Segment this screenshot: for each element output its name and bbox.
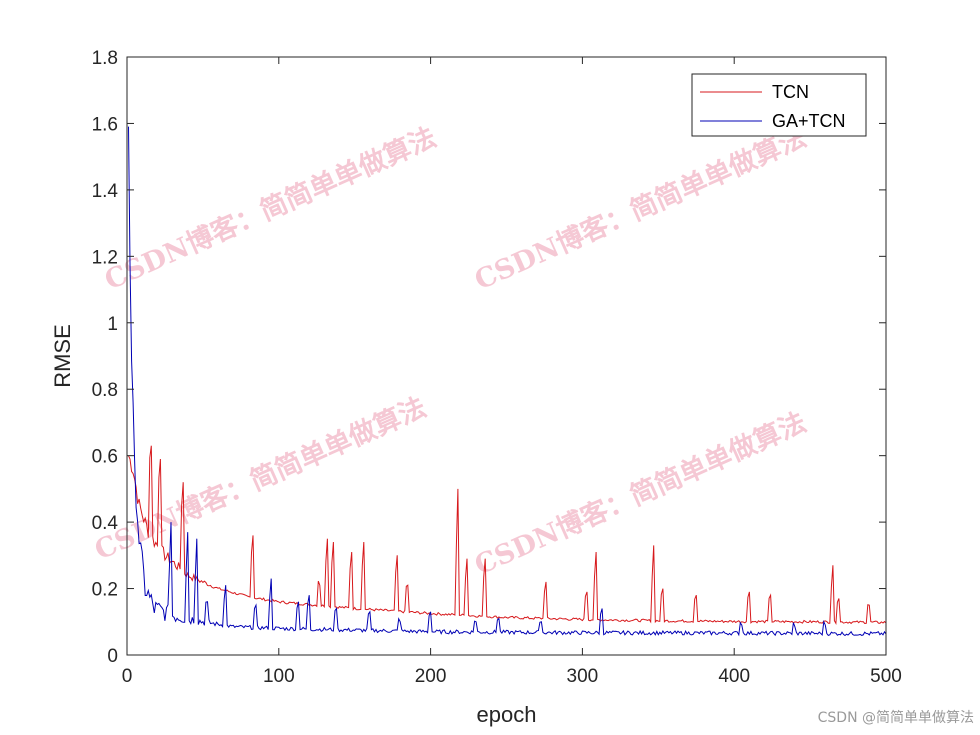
watermark-4: CSDN博客：简简单单做算法 (470, 406, 811, 581)
y-tick-label: 0.4 (92, 513, 119, 534)
legend-label-ga-tcn: GA+TCN (772, 111, 846, 131)
x-tick-label: 0 (122, 666, 133, 687)
x-tick-label: 200 (415, 666, 447, 687)
watermark-1: CSDN博客：简简单单做算法 (100, 121, 441, 296)
axes: 0 100 200 300 400 500 0 0.2 0.4 0.6 0.8 1 1.2 1.4 1.6 1… (92, 48, 902, 687)
series-line-tcn (128, 445, 887, 625)
y-tick-label: 0.8 (92, 380, 118, 401)
plot-area (128, 126, 887, 637)
footer-credit: CSDN @简简单单做算法 (817, 710, 974, 726)
series-line-ga-tcn (128, 126, 887, 637)
watermark-2: CSDN博客：简简单单做算法 (470, 121, 811, 296)
watermarks: CSDN博客：简简单单做算法 CSDN博客：简简单单做算法 CSDN博客：简简单… (90, 121, 811, 581)
y-tick-label: 0 (107, 646, 118, 667)
legend-box (691, 73, 867, 137)
y-tick-label: 0.6 (92, 447, 118, 468)
x-tick-label: 400 (718, 666, 750, 687)
x-tick-label: 500 (870, 666, 902, 687)
legend: TCN GA+TCN (691, 73, 867, 137)
watermark-3: CSDN博客：简简单单做算法 (90, 391, 431, 566)
y-axis-title: RMSE (50, 324, 75, 388)
y-tick-label: 1.4 (92, 181, 119, 202)
axes-box (126, 56, 887, 656)
y-tick-label: 1.8 (92, 48, 118, 69)
y-tick-label: 1.2 (92, 247, 118, 268)
legend-label-tcn: TCN (772, 82, 809, 102)
x-tick-label: 100 (263, 666, 295, 687)
y-tick-label: 1 (107, 314, 118, 335)
y-tick-label: 0.2 (92, 580, 118, 601)
x-axis-title: epoch (477, 702, 537, 727)
y-tick-label: 1.6 (92, 114, 118, 135)
x-tick-label: 300 (567, 666, 599, 687)
